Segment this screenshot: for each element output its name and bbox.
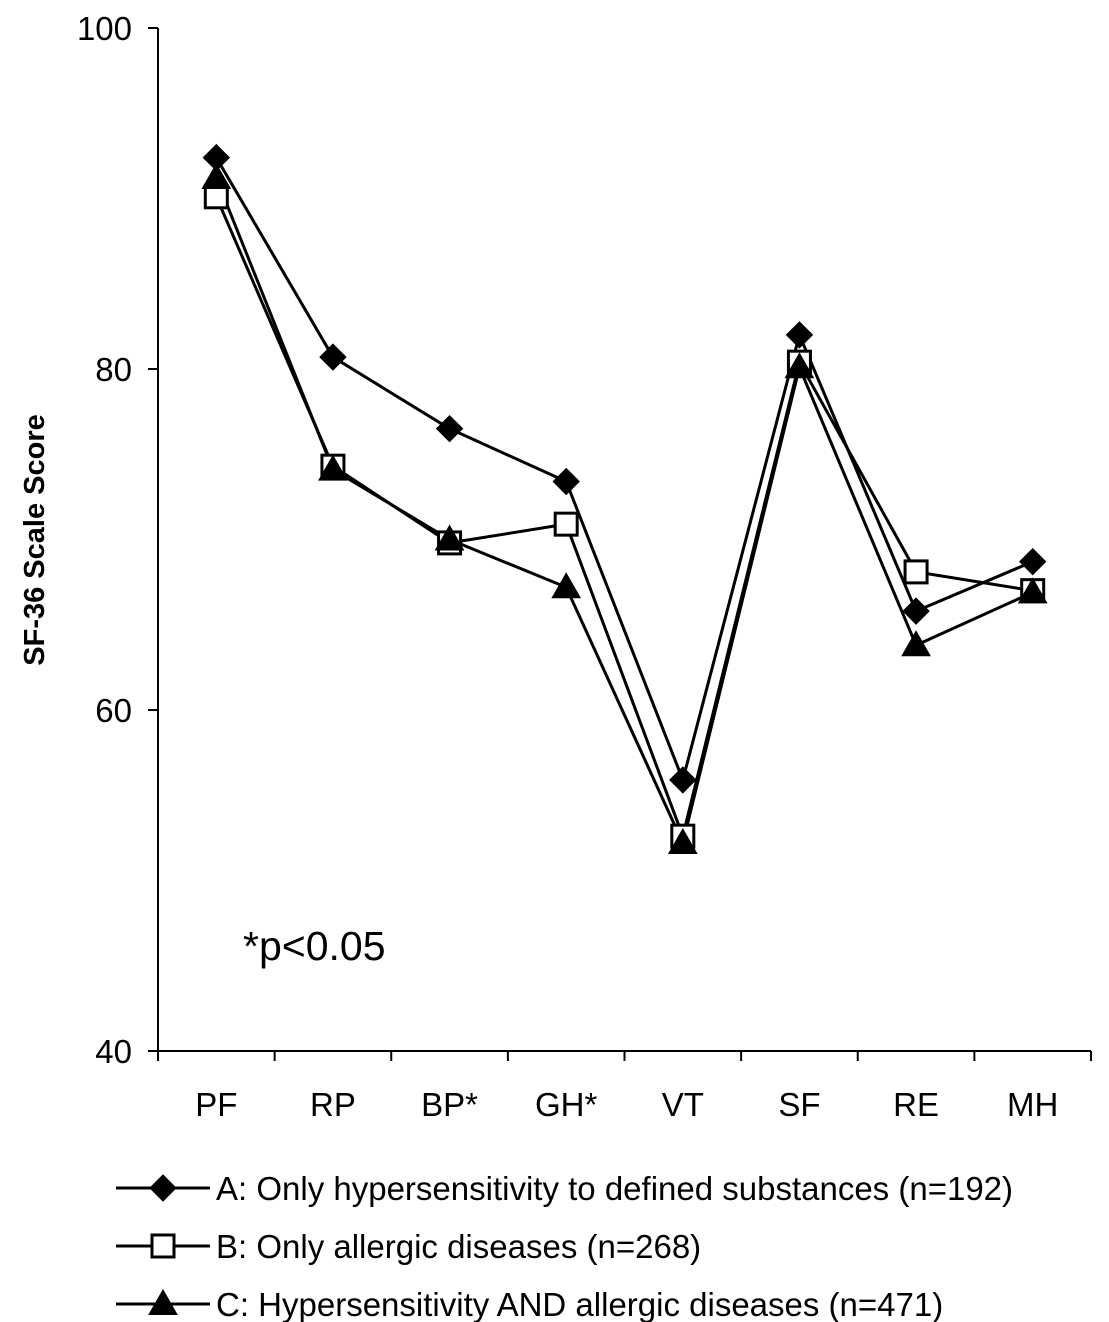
x-tick-label: RP bbox=[310, 1086, 356, 1123]
data-point-c bbox=[434, 524, 465, 551]
data-point-c bbox=[784, 352, 815, 379]
legend-label: A: Only hypersensitivity to defined subs… bbox=[216, 1170, 1013, 1207]
series-line-c bbox=[214, 177, 1034, 845]
data-point-a bbox=[785, 321, 814, 349]
data-point-a bbox=[669, 766, 697, 794]
legend-label: B: Only allergic diseases (n=268) bbox=[216, 1228, 701, 1265]
data-point-a bbox=[1018, 547, 1047, 576]
axes bbox=[157, 28, 1091, 1052]
legend-marker bbox=[150, 1233, 176, 1259]
y-axis-label: SF-36 Scale Score bbox=[19, 414, 51, 665]
x-tick-label: VT bbox=[662, 1086, 704, 1123]
legend-marker bbox=[148, 1288, 178, 1315]
y-tick-label: 60 bbox=[95, 692, 132, 729]
legend: A: Only hypersensitivity to defined subs… bbox=[116, 1170, 1013, 1322]
data-point-a bbox=[902, 597, 930, 625]
data-point-c bbox=[1017, 577, 1048, 604]
y-tick-label: 40 bbox=[95, 1033, 132, 1070]
x-tick-label: GH* bbox=[535, 1086, 598, 1123]
series-line-b bbox=[214, 196, 1033, 838]
data-point-a bbox=[552, 467, 580, 496]
data-point-c bbox=[551, 572, 582, 599]
x-tick-label: SF bbox=[778, 1086, 820, 1123]
x-tick-label: PF bbox=[195, 1086, 237, 1123]
x-tick-label: MH bbox=[1007, 1086, 1058, 1123]
y-tick-label: 80 bbox=[95, 351, 132, 388]
y-tick-label: 100 bbox=[77, 10, 132, 47]
significance-note: *p<0.05 bbox=[243, 923, 386, 969]
x-tick-label: BP* bbox=[421, 1086, 478, 1123]
series-lines bbox=[201, 143, 1048, 854]
data-point-a bbox=[435, 414, 464, 443]
data-point-c bbox=[901, 630, 931, 657]
data-point-c bbox=[318, 454, 348, 481]
data-point-b bbox=[553, 511, 579, 537]
series-line-a bbox=[215, 156, 1034, 782]
y-ticks: 40 60 80 100 bbox=[77, 10, 158, 1070]
data-point-c bbox=[667, 827, 698, 854]
data-point-c bbox=[201, 163, 232, 190]
legend-marker bbox=[149, 1174, 177, 1202]
data-point-b bbox=[203, 184, 229, 210]
legend-label: C: Hypersensitivity AND allergic disease… bbox=[216, 1286, 943, 1322]
x-ticks: PF RP BP* GH* VT SF RE MH bbox=[157, 1051, 1092, 1123]
data-point-a bbox=[319, 343, 347, 371]
x-tick-label: RE bbox=[893, 1086, 939, 1123]
data-point-b bbox=[903, 559, 929, 585]
